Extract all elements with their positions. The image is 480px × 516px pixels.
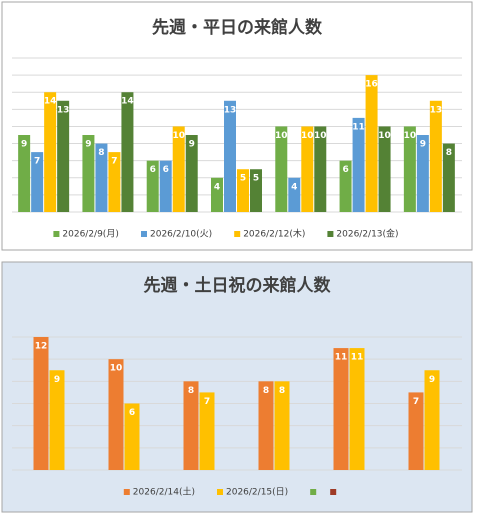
data-label: 10 [172,131,185,141]
data-label: 10 [301,131,314,141]
bar [301,126,314,212]
bar [33,337,49,470]
data-label: 7 [413,397,419,407]
bar [365,75,378,212]
data-label: 11 [335,353,348,363]
bar [172,126,185,212]
bar [349,348,365,470]
bar [378,126,391,212]
data-label: 9 [420,140,426,150]
data-label: 14 [44,97,57,107]
data-label: 11 [352,122,365,132]
legend-marker [327,231,334,237]
bar [18,135,31,212]
data-label: 10 [378,131,391,141]
bar [333,348,349,470]
data-label: 9 [54,375,60,385]
bar [424,370,440,470]
bar [258,381,274,470]
bar [314,126,327,212]
data-label: 14 [121,97,134,107]
bar [95,143,108,212]
data-label: 8 [188,386,194,396]
bar [274,381,290,470]
data-label: 11 [351,353,364,363]
chart-frame [1,261,473,513]
bar [442,143,455,212]
legend-label: 2026/2/15(日) [226,487,288,498]
legend-label: 2026/2/10(火) [150,229,212,240]
data-label: 8 [98,148,104,158]
legend-marker [53,231,60,237]
legend-marker [141,231,147,237]
bar [82,135,95,212]
bar [159,160,172,212]
bar [146,160,159,212]
bar [275,126,288,212]
chart-title: 先週・土日祝の来館人数 [144,275,332,296]
bar [185,135,198,212]
bar [250,169,262,212]
data-label: 6 [342,165,348,175]
legend-marker [234,231,241,237]
data-label: 10 [275,131,288,141]
data-label: 13 [224,105,237,115]
bar [31,152,44,212]
bar [183,381,199,470]
data-label: 13 [57,105,70,115]
data-label: 12 [35,342,48,352]
data-label: 9 [189,140,195,150]
data-label: 4 [214,182,220,192]
legend-marker [217,489,223,495]
data-label: 10 [110,364,123,374]
data-label: 10 [314,131,327,141]
legend-label: 2026/2/14(土) [133,486,195,498]
data-label: 7 [204,397,210,407]
data-label: 9 [85,140,91,150]
data-label: 8 [279,386,285,396]
bar [57,100,70,212]
data-label: 13 [430,105,443,115]
data-label: 7 [34,157,40,167]
legend-label: 2026/2/13(金) [336,228,398,240]
data-label: 6 [150,165,156,175]
legend-label: 2026/2/9(月) [62,229,118,240]
data-label: 8 [446,148,452,158]
data-label: 9 [429,375,435,385]
bar [224,100,236,212]
bar [416,135,429,212]
data-label: 5 [240,174,246,184]
bar [211,177,223,212]
bar [49,370,65,470]
legend-label: 2026/2/12(木) [243,228,305,240]
legend-marker [123,489,130,495]
bar [288,177,301,212]
data-label: 7 [111,157,117,167]
bar [124,403,140,470]
bar [237,169,249,212]
bar [121,92,134,212]
bar [429,100,442,212]
bar [408,392,424,470]
bar [199,392,215,470]
bar [108,359,124,470]
data-label: 4 [291,182,297,192]
bar [339,160,352,212]
legend-marker [310,489,317,495]
bar [108,152,121,212]
data-label: 8 [263,386,269,396]
bar [403,126,416,212]
data-label: 16 [365,80,378,90]
bar [352,117,365,212]
data-label: 6 [129,408,135,418]
chart-title: 先週・平日の来館人数 [152,17,323,38]
legend-marker [330,489,337,495]
bar [44,92,57,212]
data-label: 9 [21,140,27,150]
data-label: 5 [253,174,259,184]
data-label: 6 [163,165,169,175]
data-label: 10 [404,131,417,141]
